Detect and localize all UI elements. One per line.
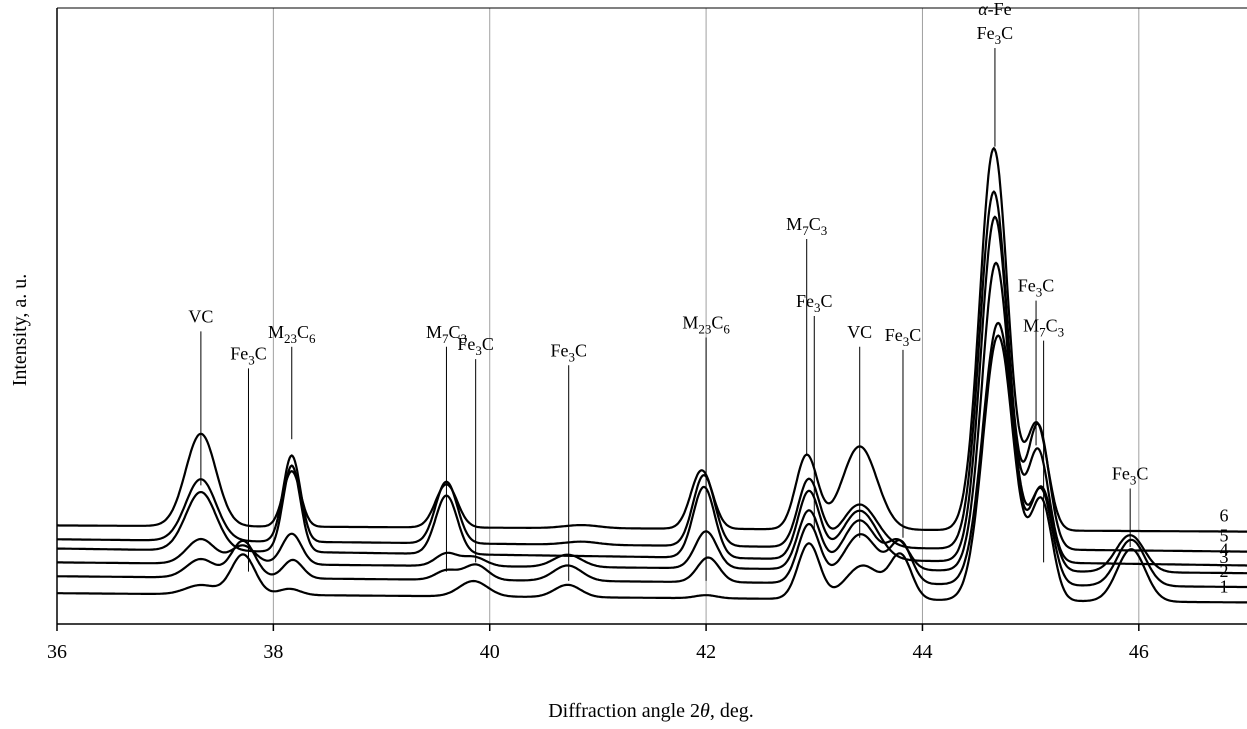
annotation-label: M23C6 xyxy=(268,322,316,346)
annotation-label: Fe3C xyxy=(550,340,587,364)
annotation-label: Fe3C xyxy=(1018,276,1055,300)
annotation-label: M7C3 xyxy=(426,322,467,346)
series-label-6: 6 xyxy=(1220,506,1229,526)
x-tick-label: 42 xyxy=(696,641,716,663)
annotation-label: Fe3C xyxy=(457,334,494,358)
series-label-5: 5 xyxy=(1220,526,1229,546)
series-label-3: 3 xyxy=(1220,547,1229,567)
series-line-1 xyxy=(57,334,1247,604)
y-axis-label: Intensity, a. u. xyxy=(9,274,31,387)
annotation-label: Fe3C xyxy=(1112,463,1149,487)
series-label-2: 2 xyxy=(1220,561,1229,581)
x-axis-label: Diffraction angle 2θ, deg. xyxy=(548,700,754,722)
annotation-label: M23C6 xyxy=(682,313,730,337)
x-tick-label: 44 xyxy=(912,641,932,663)
annotation-label: Fe3C xyxy=(885,325,922,349)
series-line-6 xyxy=(57,146,1247,533)
series-line-2 xyxy=(57,321,1247,589)
annotation-label: Fe3C xyxy=(230,343,267,367)
x-axis-label-symbol: θ xyxy=(700,700,710,722)
annotation-label: M7C3 xyxy=(786,214,827,238)
annotation-label: Fe3C xyxy=(977,23,1014,47)
axes: 36 38 40 42 44 46 xyxy=(47,7,1247,663)
annotation-label: α-Fe xyxy=(978,0,1011,19)
annotation-label: M7C3 xyxy=(1023,316,1064,340)
series-line-3 xyxy=(57,261,1247,575)
x-tick-label: 40 xyxy=(480,641,500,663)
x-axis-label-prefix: Diffraction angle 2 xyxy=(548,700,700,722)
annotation-label: VC xyxy=(188,306,213,326)
x-tick-label: 38 xyxy=(263,641,283,663)
series-line-4 xyxy=(56,215,1247,567)
x-axis-label-suffix: , deg. xyxy=(710,700,754,722)
series-line-5 xyxy=(57,190,1247,553)
x-tick-label: 36 xyxy=(47,641,67,663)
annotation-label: Fe3C xyxy=(796,291,833,315)
series-label-4: 4 xyxy=(1220,539,1229,559)
x-tick-label: 46 xyxy=(1129,641,1149,663)
annotation-label: VC xyxy=(847,322,872,342)
